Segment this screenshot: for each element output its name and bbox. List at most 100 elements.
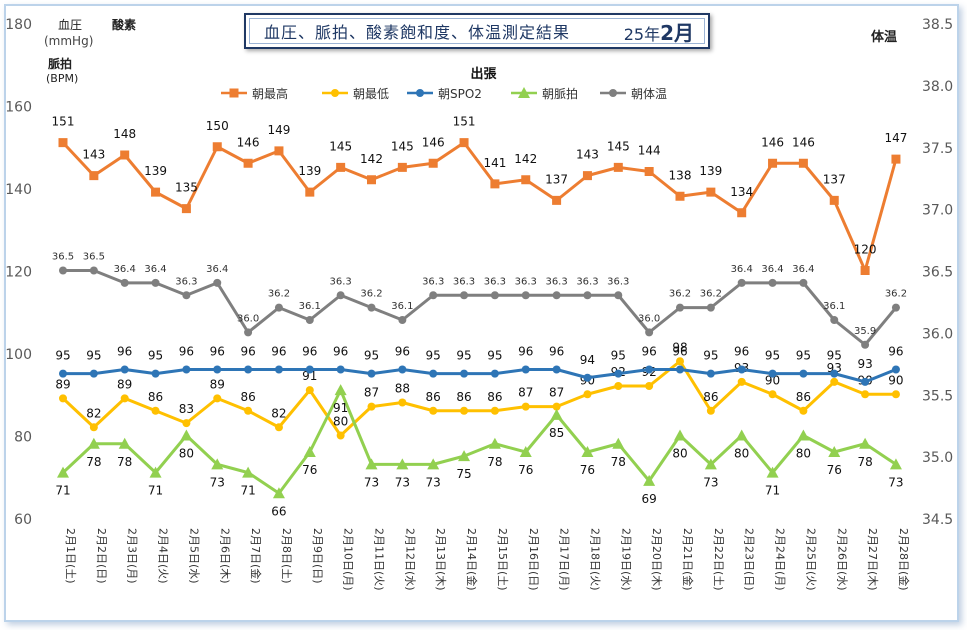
data-label: 78 bbox=[611, 455, 626, 469]
data-point bbox=[120, 278, 129, 287]
x-tick-label: 2月13日(木) bbox=[434, 528, 447, 591]
data-label: 36.2 bbox=[885, 289, 907, 300]
data-label: 95 bbox=[827, 349, 842, 363]
data-label: 73 bbox=[210, 475, 225, 489]
x-tick-label: 2月4日(火) bbox=[157, 528, 170, 584]
data-point bbox=[89, 171, 99, 181]
data-label: 89 bbox=[117, 377, 132, 391]
data-label: 82 bbox=[86, 406, 101, 420]
x-tick-label: 2月18日(火) bbox=[588, 528, 601, 591]
data-label: 95 bbox=[426, 349, 441, 363]
data-point bbox=[768, 278, 777, 287]
series-line-3 bbox=[61, 388, 897, 495]
data-point bbox=[799, 369, 808, 378]
data-label: 145 bbox=[329, 139, 352, 153]
legend-marker bbox=[518, 87, 530, 98]
data-label: 80 bbox=[672, 447, 687, 461]
data-label: 36.4 bbox=[731, 264, 753, 275]
data-point bbox=[182, 419, 191, 428]
data-point bbox=[427, 458, 440, 470]
data-point bbox=[643, 474, 656, 486]
data-label: 96 bbox=[179, 345, 194, 359]
y-right-tick-label: 36.5 bbox=[922, 265, 953, 281]
data-point bbox=[334, 384, 347, 396]
data-point bbox=[58, 138, 68, 148]
x-tick-label: 2月22日(土) bbox=[712, 528, 725, 591]
x-tick-label: 2月8日(土) bbox=[280, 528, 293, 584]
data-point bbox=[303, 446, 316, 457]
data-label: 86 bbox=[240, 390, 255, 404]
data-point bbox=[581, 446, 594, 457]
data-point bbox=[614, 291, 623, 300]
data-point bbox=[182, 291, 191, 300]
data-point bbox=[828, 446, 841, 457]
data-point bbox=[768, 369, 777, 378]
data-label: 139 bbox=[699, 164, 722, 178]
data-label: 71 bbox=[240, 484, 255, 498]
data-point bbox=[398, 398, 407, 407]
data-label: 139 bbox=[298, 164, 321, 178]
chart-frame bbox=[4, 4, 959, 622]
data-point bbox=[891, 390, 900, 399]
data-label: 87 bbox=[364, 386, 379, 400]
legend-marker bbox=[229, 88, 239, 98]
data-point bbox=[490, 179, 500, 189]
data-label: 71 bbox=[765, 484, 780, 498]
data-point bbox=[521, 175, 531, 185]
y-right-tick-label: 35.0 bbox=[922, 450, 953, 466]
data-point bbox=[583, 390, 592, 399]
x-tick-label: 2月24日(月) bbox=[774, 528, 787, 591]
x-tick-label: 2月2日(日) bbox=[95, 528, 108, 584]
data-point bbox=[367, 303, 376, 312]
y-right-tick-label: 36.0 bbox=[922, 326, 953, 342]
data-label: 36.2 bbox=[669, 289, 691, 300]
x-tick-label: 2月17日(月) bbox=[558, 528, 571, 591]
data-point bbox=[490, 369, 499, 378]
data-point bbox=[797, 429, 810, 441]
data-point bbox=[799, 278, 808, 287]
data-label: 83 bbox=[179, 402, 194, 416]
data-point bbox=[396, 458, 409, 470]
data-label: 76 bbox=[518, 463, 533, 477]
data-label: 73 bbox=[364, 475, 379, 489]
data-point bbox=[460, 369, 469, 378]
data-point bbox=[57, 466, 69, 478]
data-point bbox=[244, 406, 253, 415]
data-label: 78 bbox=[487, 455, 502, 469]
x-tick-label: 2月23日(日) bbox=[743, 528, 756, 591]
data-point bbox=[305, 187, 315, 197]
data-point bbox=[552, 402, 561, 411]
pulse-label: 脈拍 bbox=[48, 57, 73, 71]
x-tick-label: 2月28日(金) bbox=[897, 528, 911, 591]
data-label: 73 bbox=[426, 475, 441, 489]
data-label: 91 bbox=[302, 369, 317, 383]
data-point bbox=[244, 328, 253, 337]
data-point bbox=[766, 466, 779, 478]
x-tick-label: 2月19日(水) bbox=[619, 528, 632, 591]
data-point bbox=[552, 365, 561, 374]
data-label: 143 bbox=[82, 148, 105, 162]
data-point bbox=[367, 402, 376, 411]
data-label: 36.4 bbox=[792, 264, 814, 275]
data-point bbox=[861, 340, 870, 349]
data-label: 95 bbox=[55, 349, 70, 363]
data-point bbox=[429, 406, 438, 415]
data-point bbox=[490, 406, 499, 415]
data-point bbox=[735, 429, 748, 441]
data-point bbox=[644, 167, 654, 176]
x-tick-label: 2月26日(水) bbox=[835, 528, 848, 591]
title-year: 25年 bbox=[623, 24, 661, 44]
data-label: 86 bbox=[426, 390, 441, 404]
data-label: 94 bbox=[580, 353, 595, 367]
data-point bbox=[89, 423, 98, 432]
data-point bbox=[59, 369, 67, 378]
x-tick-label: 2月5日(水) bbox=[187, 528, 200, 584]
data-label: 36.3 bbox=[576, 276, 598, 287]
data-label: 147 bbox=[884, 131, 907, 145]
legend-label: 朝脈拍 bbox=[542, 86, 578, 101]
data-point bbox=[398, 316, 407, 324]
data-point bbox=[429, 369, 438, 378]
data-label: 36.4 bbox=[206, 264, 228, 275]
data-point bbox=[676, 365, 684, 374]
data-label: 87 bbox=[549, 386, 564, 400]
